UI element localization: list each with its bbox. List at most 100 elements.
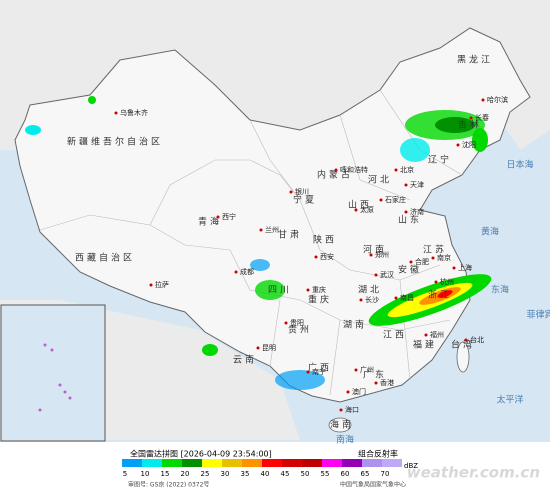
sea-label: 太平洋 (496, 394, 523, 406)
city-label: 昆明 (262, 344, 276, 352)
province-label: 宁夏 (293, 194, 317, 206)
city-label: 广州 (360, 365, 374, 374)
city-label: 银川 (295, 187, 309, 196)
legend-swatch (142, 459, 162, 467)
city-label: 拉萨 (155, 280, 169, 289)
city-label: 杭州 (440, 277, 454, 286)
city-marker (481, 98, 485, 102)
city-label: 澳门 (352, 387, 366, 396)
province-label: 山东 (398, 214, 422, 226)
city-marker (256, 346, 260, 350)
city-marker (359, 298, 363, 302)
sea-label: 南海 (336, 434, 354, 446)
legend-swatch (282, 459, 302, 467)
city-label: 香港 (380, 378, 394, 387)
map-approval: 审图号: GS京 (2022) 0372号 (128, 481, 209, 489)
city-marker (114, 111, 118, 115)
city-label: 上海 (458, 263, 472, 272)
city-marker (394, 168, 398, 172)
legend-swatch (202, 459, 222, 467)
legend-value: 35 (241, 470, 250, 478)
city-label: 太原 (360, 205, 374, 214)
city-marker (259, 228, 263, 232)
hainan (328, 417, 352, 433)
city-marker (379, 198, 383, 202)
city-marker (469, 116, 473, 120)
city-marker (456, 143, 460, 147)
city-label: 兰州 (265, 225, 279, 234)
province-label: 湖南 (343, 319, 367, 331)
province-label: 西藏自治区 (75, 252, 135, 264)
province-label: 新疆维吾尔自治区 (67, 136, 163, 148)
province-label: 广东 (363, 369, 387, 381)
legend-swatch (362, 459, 382, 467)
province-label: 海南 (330, 419, 354, 431)
city-marker (216, 215, 220, 219)
city-label: 福州 (430, 330, 444, 339)
legend-swatch (262, 459, 282, 467)
city-label: 贵阳 (290, 318, 304, 327)
city-marker (404, 210, 408, 214)
inset-islands (38, 343, 72, 412)
legend-swatch (342, 459, 362, 467)
city-label: 郑州 (375, 251, 389, 259)
city-marker (339, 408, 343, 412)
city-label: 成都 (240, 267, 254, 276)
city-label: 长沙 (365, 295, 379, 304)
sea-label: 黄海 (481, 226, 499, 238)
legend-value: 50 (301, 470, 310, 478)
province-label: 甘肃 (278, 229, 302, 241)
sea-label: 日本海 (506, 159, 533, 171)
city-marker (289, 190, 293, 194)
city-label: 济南 (410, 207, 424, 216)
province-label: 台湾 (451, 339, 475, 351)
legend-swatch (162, 459, 182, 467)
city-label: 呼和浩特 (340, 165, 368, 174)
province-label: 贵州 (288, 324, 312, 336)
legend-value: 40 (261, 470, 270, 478)
city-marker (434, 280, 438, 284)
legend-value: 65 (361, 470, 370, 478)
city-marker (314, 255, 318, 259)
city-label: 南宁 (312, 367, 326, 376)
province-label: 河南 (363, 244, 387, 256)
city-label: 海口 (345, 405, 359, 414)
city-marker (464, 338, 468, 342)
legend-value: 55 (321, 470, 330, 478)
legend-swatch (182, 459, 202, 467)
province-label: 陕西 (313, 234, 337, 246)
legend-value: 60 (341, 470, 350, 478)
city-marker (234, 270, 238, 274)
province-label: 内蒙古 (317, 169, 353, 181)
province-label: 青海 (198, 216, 222, 228)
city-label: 南昌 (400, 293, 414, 302)
province-label: 江苏 (423, 244, 447, 256)
city-marker (306, 370, 310, 374)
province-label: 湖北 (358, 285, 382, 296)
city-marker (354, 208, 358, 212)
province-label: 重庆 (308, 294, 332, 306)
city-marker (394, 296, 398, 300)
city-label: 乌鲁木齐 (120, 108, 148, 117)
legend-value: 10 (141, 470, 150, 478)
province-label: 江西 (383, 330, 407, 341)
province-label: 吉林 (458, 119, 482, 131)
sea-label: 菲律宾 (526, 309, 550, 321)
city-marker (452, 266, 456, 270)
city-label: 石家庄 (385, 195, 406, 204)
province-label: 黑龙江 (457, 54, 493, 66)
city-marker (431, 256, 435, 260)
legend-swatch (382, 459, 402, 467)
province-label: 辽宁 (428, 154, 452, 166)
province-label: 福建 (413, 339, 437, 351)
legend-value: 25 (201, 470, 210, 478)
legend-value: 30 (221, 470, 230, 478)
legend-title: 全国雷达拼图 [2026-04-09 23:54:00] (130, 449, 272, 459)
province-label: 四川 (268, 286, 292, 296)
legend-value: 70 (381, 470, 390, 478)
legend-unit: dBZ (404, 462, 418, 470)
city-marker (424, 333, 428, 337)
province-label: 河北 (368, 174, 392, 186)
